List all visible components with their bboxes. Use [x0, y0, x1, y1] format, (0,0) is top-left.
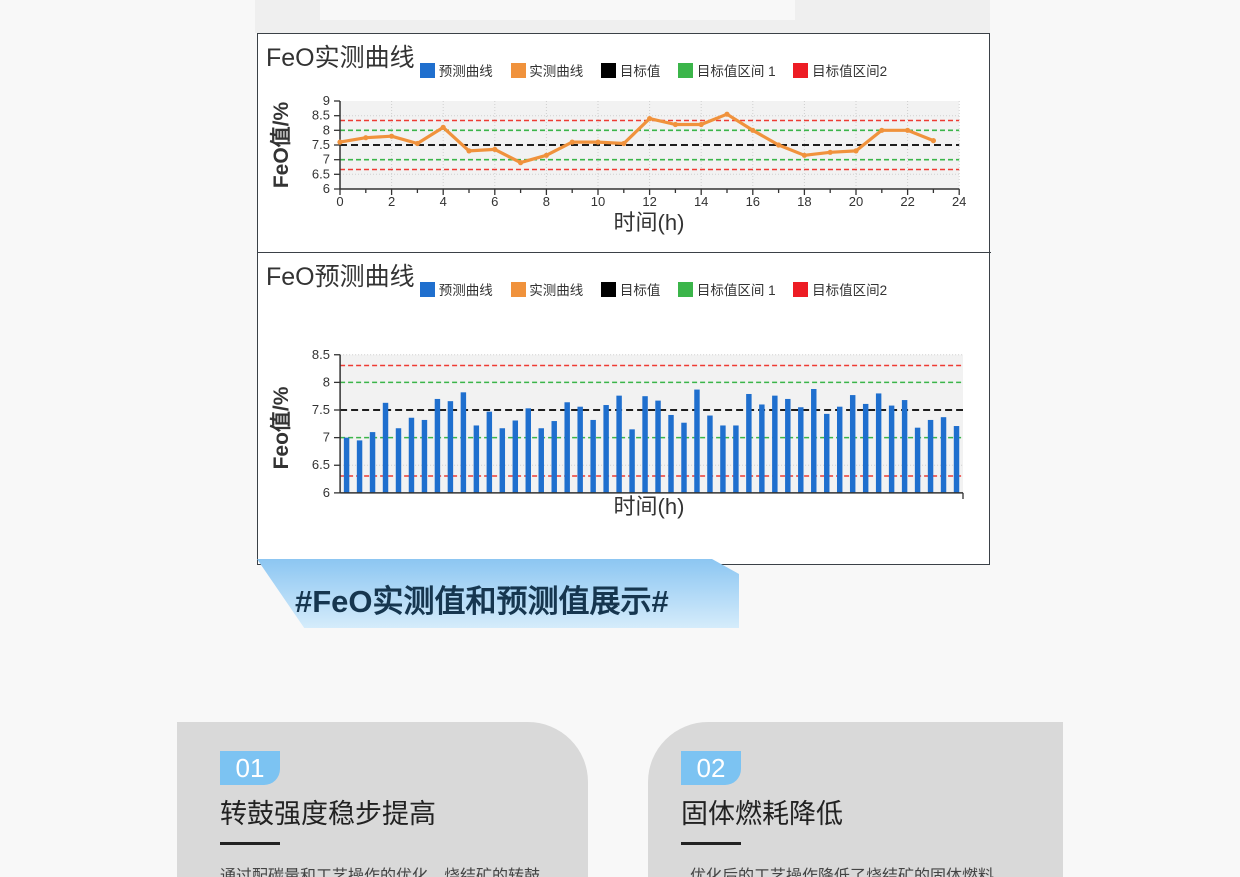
svg-text:8.5: 8.5 — [312, 108, 330, 123]
svg-text:6.5: 6.5 — [312, 457, 330, 472]
svg-text:24: 24 — [952, 194, 966, 209]
svg-text:7: 7 — [323, 430, 330, 445]
svg-text:Feo值/%: Feo值/% — [269, 386, 293, 469]
svg-text:6.5: 6.5 — [312, 166, 330, 181]
svg-text:9: 9 — [323, 93, 330, 108]
svg-text:2: 2 — [388, 194, 395, 209]
svg-text:6: 6 — [323, 485, 330, 500]
svg-text:8: 8 — [543, 194, 550, 209]
svg-text:8: 8 — [323, 375, 330, 390]
svg-text:14: 14 — [694, 194, 708, 209]
svg-text:8: 8 — [323, 122, 330, 137]
svg-text:12: 12 — [642, 194, 656, 209]
svg-text:FeO值/%: FeO值/% — [269, 102, 293, 189]
svg-text:6: 6 — [323, 181, 330, 196]
svg-text:22: 22 — [900, 194, 914, 209]
svg-text:8.5: 8.5 — [312, 347, 330, 362]
svg-text:7.5: 7.5 — [312, 402, 330, 417]
svg-text:时间(h): 时间(h) — [614, 494, 685, 519]
svg-text:16: 16 — [746, 194, 760, 209]
svg-text:10: 10 — [591, 194, 605, 209]
svg-text:7.5: 7.5 — [312, 137, 330, 152]
svg-text:6: 6 — [491, 194, 498, 209]
svg-text:时间(h): 时间(h) — [614, 210, 685, 235]
svg-text:0: 0 — [336, 194, 343, 209]
svg-text:7: 7 — [323, 152, 330, 167]
svg-text:20: 20 — [849, 194, 863, 209]
svg-text:18: 18 — [797, 194, 811, 209]
svg-text:4: 4 — [440, 194, 447, 209]
